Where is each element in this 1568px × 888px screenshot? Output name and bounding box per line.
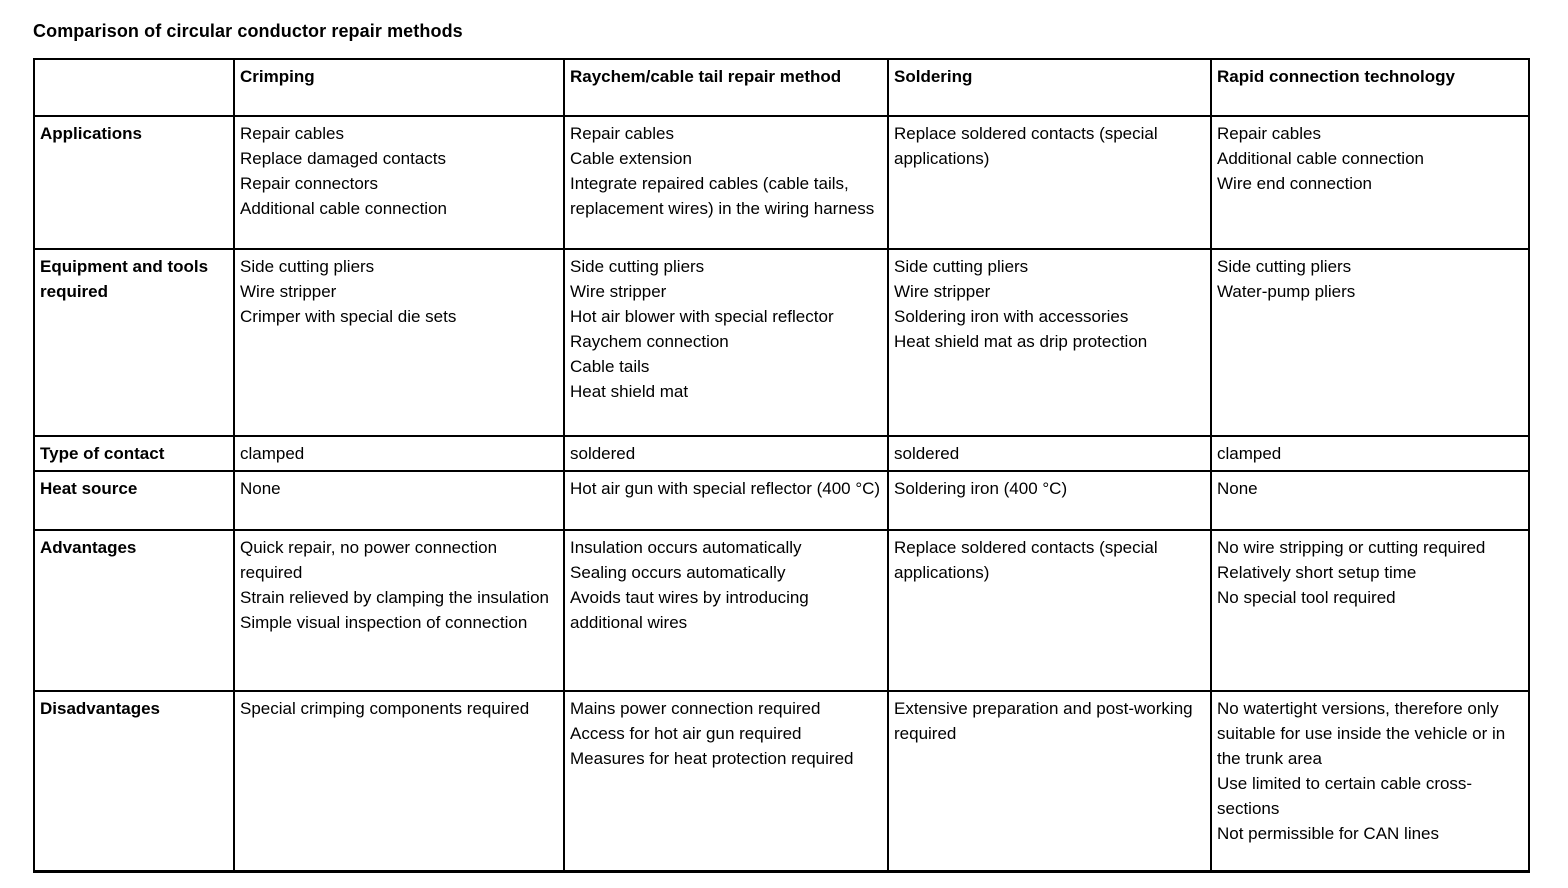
table-row-applications: Applications Repair cables Replace damag… — [33, 115, 1530, 250]
col-header-blank — [33, 58, 235, 117]
table-row-disadvantages: Disadvantages Special crimping component… — [33, 690, 1530, 872]
cell-type-of-contact-rapid: clamped — [1210, 435, 1530, 472]
cell-equipment-raychem: Side cutting pliers Wire stripper Hot ai… — [563, 248, 889, 437]
cell-advantages-rapid: No wire stripping or cutting required Re… — [1210, 529, 1530, 692]
cell-equipment-rapid: Side cutting pliers Water-pump pliers — [1210, 248, 1530, 437]
row-label-heat-source: Heat source — [33, 470, 235, 531]
cell-heat-source-soldering: Soldering iron (400 °C) — [887, 470, 1212, 531]
table-row-type-of-contact: Type of contact clamped soldered soldere… — [33, 435, 1530, 472]
table-header-row: Crimping Raychem/cable tail repair metho… — [33, 58, 1530, 117]
cell-type-of-contact-soldering: soldered — [887, 435, 1212, 472]
cell-disadvantages-raychem: Mains power connection required Access f… — [563, 690, 889, 872]
page-title: Comparison of circular conductor repair … — [33, 21, 463, 41]
row-label-advantages: Advantages — [33, 529, 235, 692]
row-label-equipment: Equipment and tools required — [33, 248, 235, 437]
cell-heat-source-raychem: Hot air gun with special reflector (400 … — [563, 470, 889, 531]
cell-disadvantages-soldering: Extensive preparation and post-working r… — [887, 690, 1212, 872]
cell-advantages-crimping: Quick repair, no power connection requir… — [233, 529, 565, 692]
col-header-rapid: Rapid connection technology — [1210, 58, 1530, 117]
cell-applications-rapid: Repair cables Additional cable connectio… — [1210, 115, 1530, 250]
cell-advantages-soldering: Replace soldered contacts (special appli… — [887, 529, 1212, 692]
cell-type-of-contact-raychem: soldered — [563, 435, 889, 472]
cell-applications-crimping: Repair cables Replace damaged contacts R… — [233, 115, 565, 250]
row-label-disadvantages: Disadvantages — [33, 690, 235, 872]
cell-applications-raychem: Repair cables Cable extension Integrate … — [563, 115, 889, 250]
table-row-heat-source: Heat source None Hot air gun with specia… — [33, 470, 1530, 531]
col-header-soldering: Soldering — [887, 58, 1212, 117]
col-header-raychem: Raychem/cable tail repair method — [563, 58, 889, 117]
cell-heat-source-crimping: None — [233, 470, 565, 531]
cell-disadvantages-rapid: No watertight versions, therefore only s… — [1210, 690, 1530, 872]
cell-disadvantages-crimping: Special crimping components required — [233, 690, 565, 872]
table-row-advantages: Advantages Quick repair, no power connec… — [33, 529, 1530, 692]
cell-equipment-soldering: Side cutting pliers Wire stripper Solder… — [887, 248, 1212, 437]
cell-applications-soldering: Replace soldered contacts (special appli… — [887, 115, 1212, 250]
comparison-table: Crimping Raychem/cable tail repair metho… — [33, 58, 1530, 873]
col-header-crimping: Crimping — [233, 58, 565, 117]
row-label-applications: Applications — [33, 115, 235, 250]
cell-heat-source-rapid: None — [1210, 470, 1530, 531]
table-row-equipment: Equipment and tools required Side cuttin… — [33, 248, 1530, 437]
cell-type-of-contact-crimping: clamped — [233, 435, 565, 472]
cell-advantages-raychem: Insulation occurs automatically Sealing … — [563, 529, 889, 692]
row-label-type-of-contact: Type of contact — [33, 435, 235, 472]
cell-equipment-crimping: Side cutting pliers Wire stripper Crimpe… — [233, 248, 565, 437]
